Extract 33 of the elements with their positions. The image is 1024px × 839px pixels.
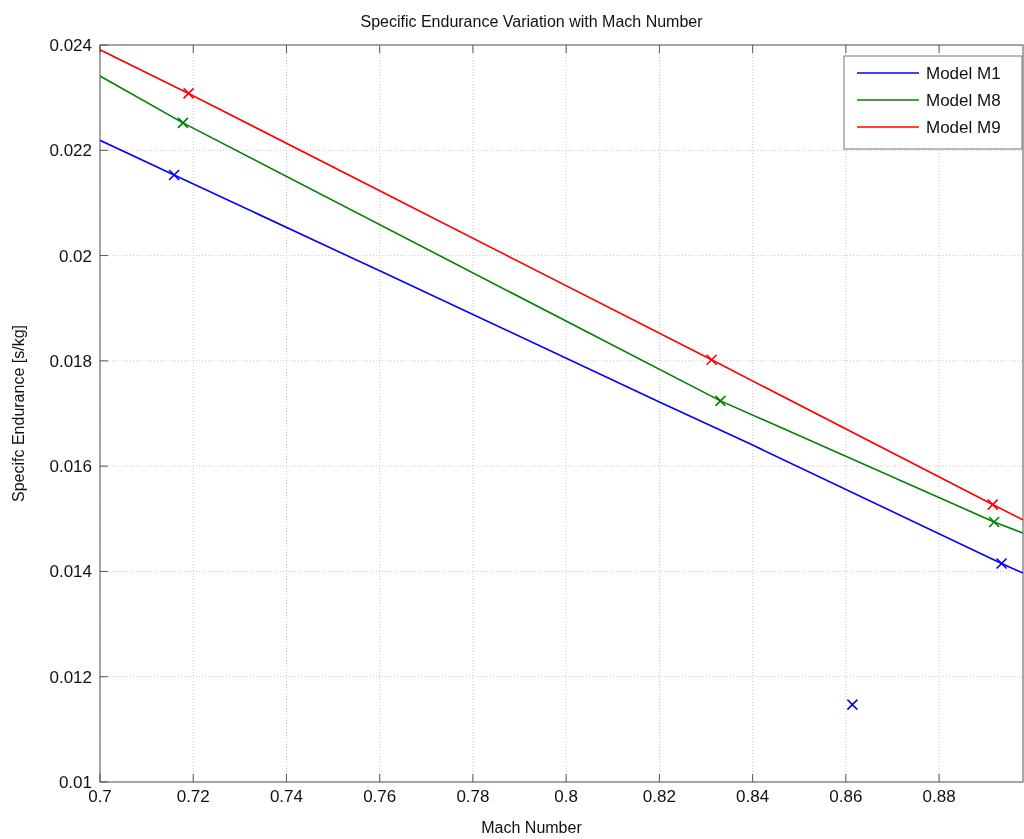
point [995,557,1008,570]
point [988,516,1000,528]
x-tick-label: 0.88 [922,787,956,806]
y-tick-label: 0.02 [58,246,92,266]
x-tick-label: 0.78 [456,787,490,806]
x-tick-label: 0.76 [363,787,397,806]
point [846,698,859,711]
y-tick-label: 0.024 [49,36,92,55]
point [182,87,195,100]
point [168,169,180,181]
legend-label: Model M9 [926,118,1001,137]
point [714,395,727,407]
point [986,498,999,511]
y-axis-title: Specifc Endurance [s/kg] [10,325,27,502]
y-tick-label: 0.016 [49,457,92,477]
legend-label: Model M8 [926,91,1001,110]
legend-label: Model M1 [926,64,1001,83]
y-tick-label: 0.018 [49,351,92,371]
x-tick-label: 0.82 [642,787,676,806]
y-tick-label: 0.012 [49,667,92,687]
x-axis-title: Mach Number [481,819,583,836]
chart-title: Specific Endurance Variation with Mach Number [360,13,704,30]
point [177,117,189,129]
x-tick-label: 0.8 [554,787,578,806]
point [705,354,718,366]
y-tick-label: 0.014 [49,562,92,582]
x-tick-label: 0.7 [88,787,112,806]
x-tick-label: 0.72 [176,787,210,806]
line-series [100,139,1023,574]
x-tick-label: 0.74 [269,787,304,806]
x-tick-label: 0.86 [829,787,863,806]
x-tick-label: 0.84 [736,787,770,806]
y-tick-label: 0.022 [49,141,92,161]
